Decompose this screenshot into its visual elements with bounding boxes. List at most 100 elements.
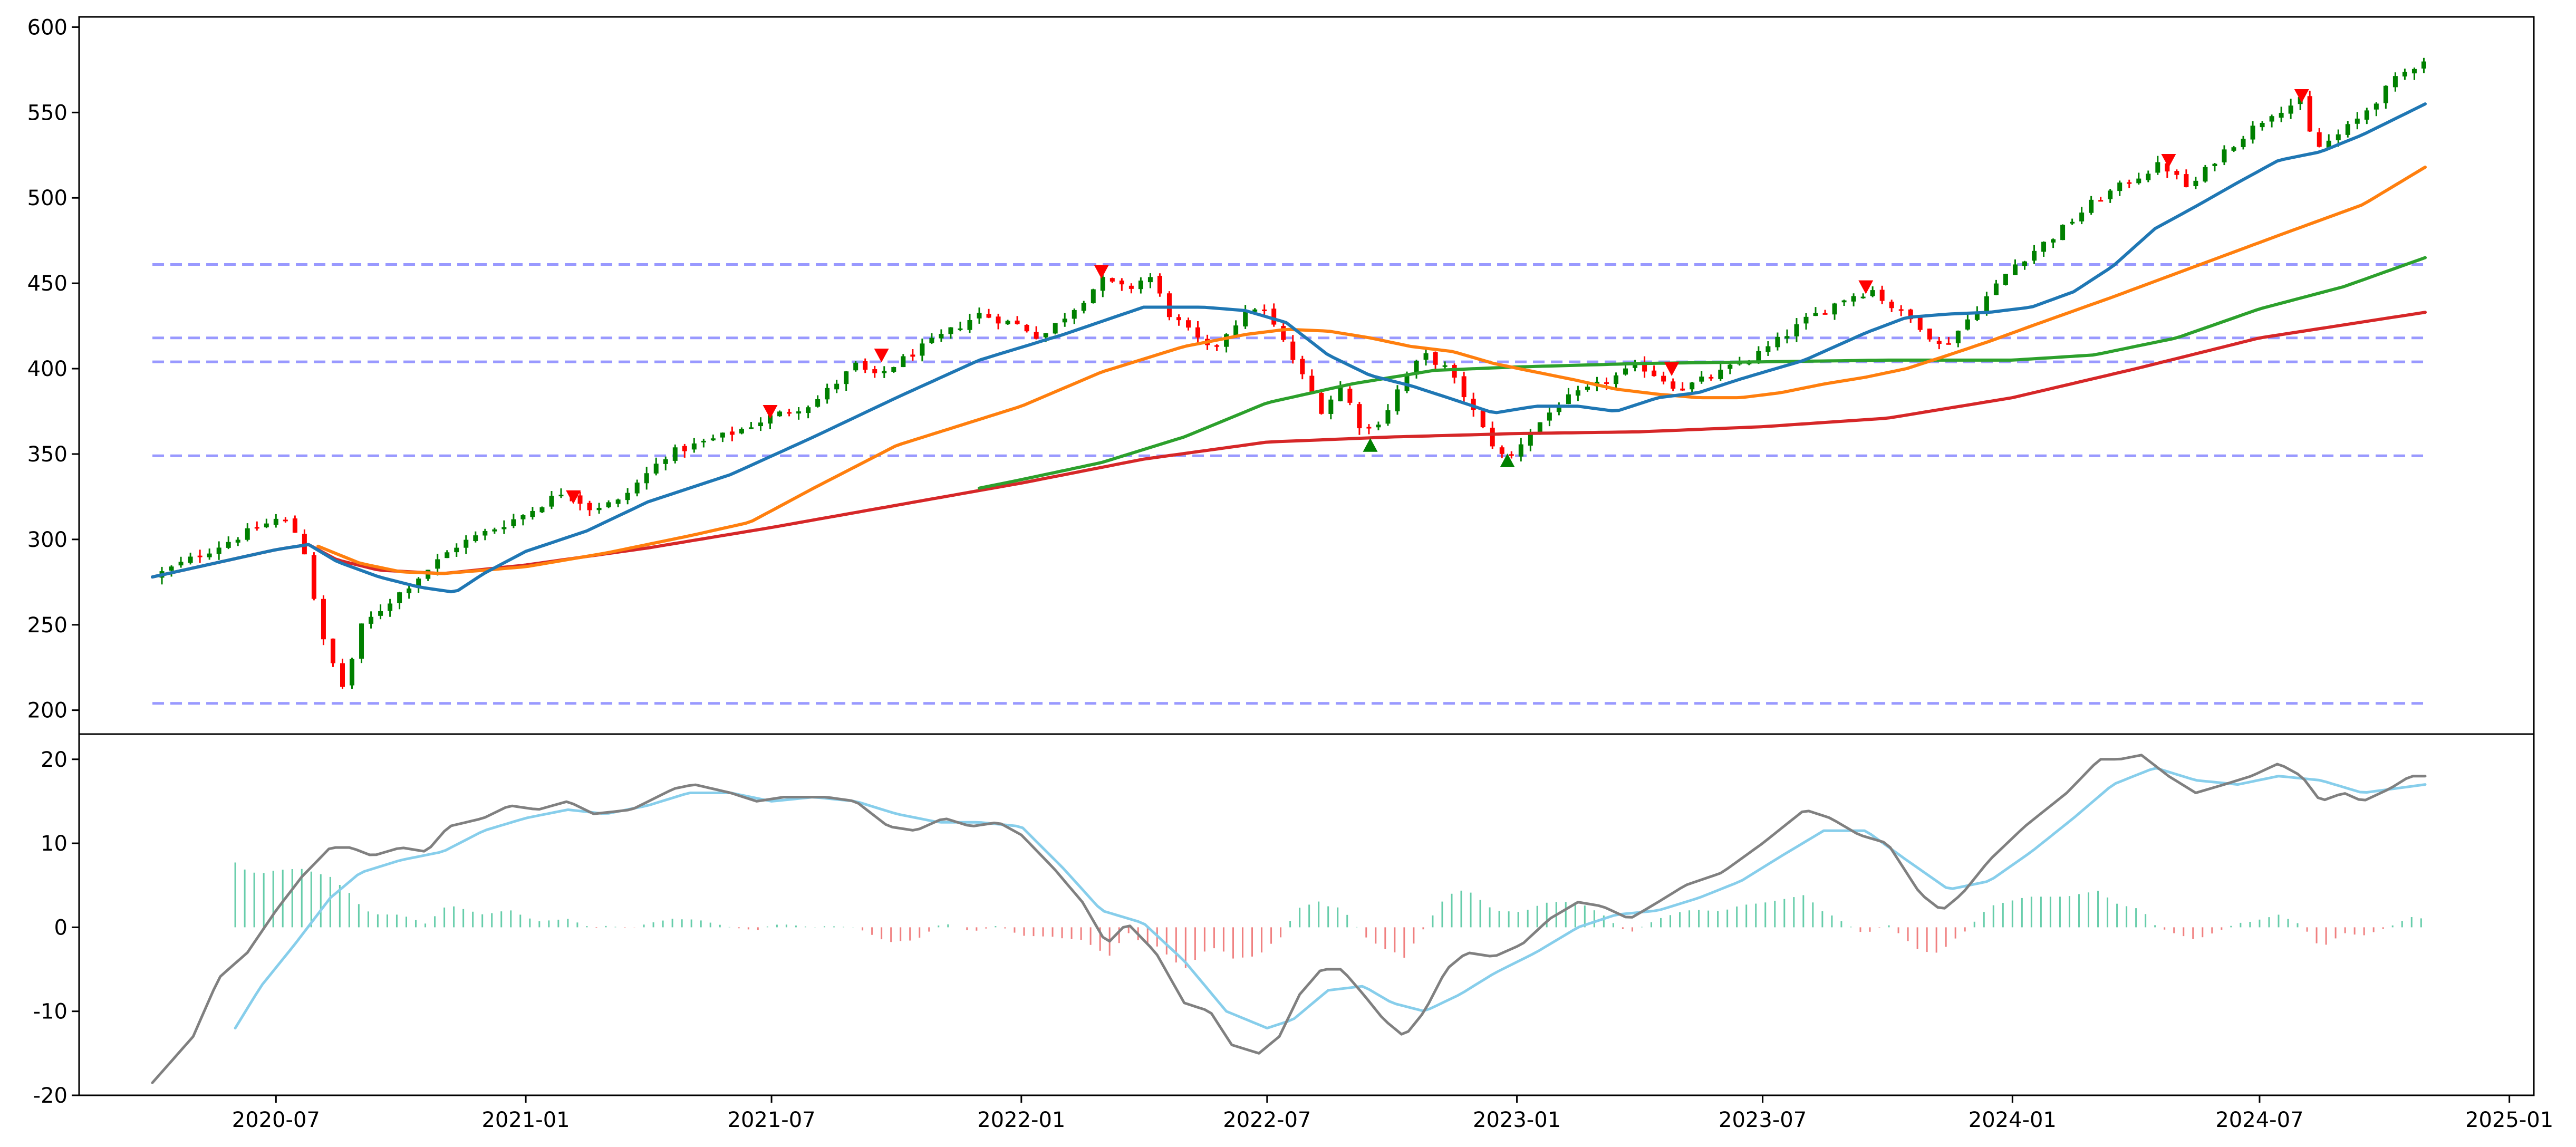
candle-body [587, 503, 592, 510]
candle-body [672, 447, 678, 461]
candle-body [350, 659, 355, 686]
candle-body [2060, 225, 2066, 240]
candle-body [454, 547, 459, 553]
candle-body [1300, 359, 1305, 374]
candle-body [2231, 147, 2236, 151]
candle-body [1100, 277, 1105, 291]
x-tick-label: 2020-07 [232, 1108, 320, 1132]
candle-body [663, 459, 668, 464]
sell-marker [2161, 154, 2176, 168]
price-y-tick-label: 250 [27, 613, 67, 638]
candle-body [1147, 277, 1153, 283]
candle-body [1281, 326, 1286, 340]
candle-body [2098, 200, 2104, 202]
macd-y-tick-label: 0 [54, 915, 67, 940]
x-tick-label: 2024-01 [1969, 1108, 2057, 1132]
candle-body [2051, 239, 2056, 243]
price-y-tick-label: 300 [27, 528, 67, 552]
candle-body [1224, 334, 1229, 347]
candle-body [1832, 303, 1837, 315]
candle-body [530, 510, 535, 517]
candle-body [2317, 132, 2322, 147]
candle-body [1984, 296, 1989, 312]
candle-body [2241, 139, 2246, 148]
macd-line [151, 754, 2427, 1084]
candle-body [2288, 105, 2293, 114]
candle-body [1652, 370, 1657, 377]
candle-body [1043, 333, 1048, 338]
candle-body [634, 483, 640, 494]
candle-body [1585, 387, 1590, 390]
ma-fast-line [151, 102, 2427, 594]
candle-body [311, 555, 316, 599]
candle-body [996, 316, 1001, 324]
candle-body [701, 440, 706, 442]
candle-body [1623, 368, 1628, 375]
candle-body [2364, 110, 2369, 120]
candle-body [1252, 309, 1258, 312]
price-y-tick-label: 400 [27, 357, 67, 381]
candle-body [748, 427, 754, 429]
candle-body [1974, 312, 1980, 320]
buy-marker [1500, 453, 1515, 467]
candle-body [948, 327, 953, 334]
candle-body [273, 518, 278, 525]
x-tick-label: 2023-07 [1719, 1108, 1807, 1132]
candle-body [1633, 363, 1638, 368]
candle-body [1128, 285, 1134, 289]
price-panel [151, 57, 2427, 705]
candle-body [1176, 317, 1181, 321]
candle-body [1794, 324, 1799, 336]
candle-body [1271, 309, 1277, 325]
candle-body [1347, 388, 1353, 403]
candle-body [1528, 433, 1533, 446]
candle-body [369, 616, 374, 624]
candle-body [2117, 182, 2122, 191]
candle-body [2136, 178, 2141, 184]
macd-axes-frame [78, 733, 2535, 1096]
candle-body [1537, 422, 1542, 433]
candle-body [1442, 365, 1448, 367]
candle-body [2260, 122, 2265, 128]
candle-body [1575, 390, 1580, 396]
candle-body [2079, 213, 2085, 221]
candle-body [615, 499, 621, 504]
candle-body [1138, 281, 1143, 290]
candle-body [1404, 373, 1410, 391]
candle-body [520, 515, 526, 519]
candle-body [1309, 375, 1315, 393]
candle-body [1499, 447, 1504, 454]
candle-body [2127, 182, 2132, 184]
candle-body [2298, 97, 2303, 104]
candle-body [235, 539, 240, 543]
candle-body [464, 539, 469, 548]
candle-body [254, 527, 259, 529]
candle-body [2193, 180, 2198, 187]
candle-body [2032, 250, 2037, 261]
macd-y-tick-label: -20 [33, 1084, 67, 1108]
candle-body [710, 438, 716, 441]
candle-body [264, 523, 269, 527]
candle-body [2041, 242, 2047, 252]
ma-mid-line [316, 166, 2427, 575]
candle-body [901, 356, 906, 368]
candle-body [825, 388, 830, 400]
candle-body [1062, 319, 1067, 323]
candle-body [1699, 377, 1704, 382]
candle-body [245, 528, 250, 540]
candle-body [197, 555, 202, 557]
candle-body [1262, 309, 1267, 311]
candle-body [1376, 425, 1381, 428]
candle-body [1195, 327, 1201, 338]
sell-marker [566, 490, 581, 504]
candle-body [2222, 149, 2227, 162]
candle-body [1709, 377, 1714, 379]
candle-body [863, 361, 868, 370]
candle-body [853, 362, 858, 371]
x-tick-label: 2023-01 [1473, 1108, 1561, 1132]
candle-body [1186, 320, 1191, 328]
candle-body [483, 531, 488, 536]
candle-body [739, 429, 744, 433]
x-tick-label: 2024-07 [2215, 1108, 2303, 1132]
